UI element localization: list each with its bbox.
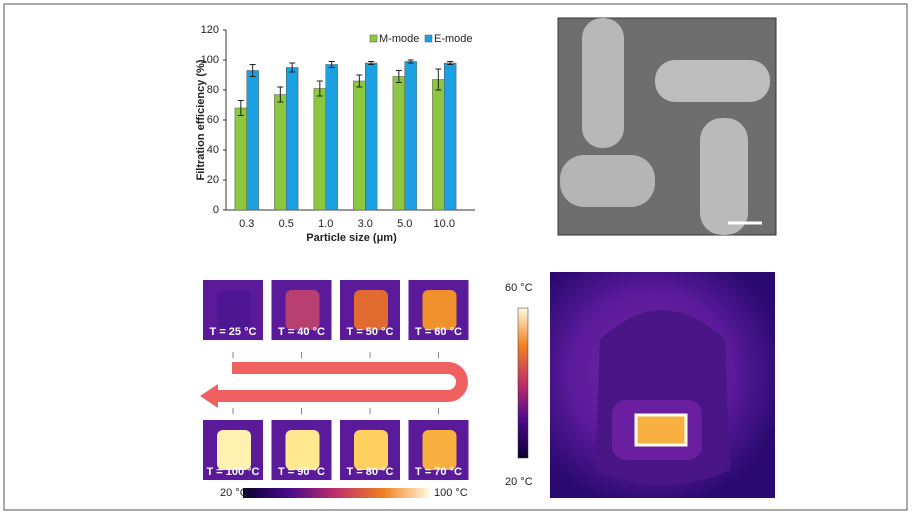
page: 20 °C 100 °C 60 °C 20 °C 020406080100120… — [0, 0, 912, 520]
face-colorbar — [518, 308, 528, 458]
thermal-sample — [354, 290, 388, 330]
y-tick-label: 80 — [207, 84, 219, 96]
thermal-sample — [423, 430, 457, 470]
bar — [393, 77, 405, 211]
y-tick-label: 40 — [207, 144, 219, 156]
thermal-sample — [286, 290, 320, 330]
sem-image — [558, 18, 776, 235]
y-axis-label: Filtration efficiency (%) — [195, 59, 207, 180]
x-tick-label: 1.0 — [318, 218, 333, 230]
thermal-sample — [354, 430, 388, 470]
thermal-sample — [423, 290, 457, 330]
thermal-label: T = 100 °C — [206, 466, 259, 478]
face-colorbar-max: 60 °C — [505, 282, 533, 294]
thermal-sample — [286, 430, 320, 470]
colorbar-max: 100 °C — [434, 487, 468, 499]
colorbar — [243, 488, 430, 498]
colorbar-min: 20 °C — [220, 487, 248, 499]
x-tick-label: 10.0 — [434, 218, 455, 230]
bar — [365, 63, 377, 210]
y-tick-label: 60 — [207, 114, 219, 126]
bar — [444, 63, 456, 210]
thermal-label: T = 40 °C — [278, 326, 325, 338]
legend-swatch — [370, 35, 377, 42]
thermal-label: T = 60 °C — [415, 326, 462, 338]
thermal-label: T = 70 °C — [415, 466, 462, 478]
x-tick-label: 3.0 — [358, 218, 373, 230]
x-axis-label: Particle size (μm) — [306, 232, 397, 244]
legend-label: E-mode — [434, 33, 473, 45]
bar — [314, 89, 326, 211]
thermal-label: T = 80 °C — [347, 466, 394, 478]
bar — [405, 62, 417, 211]
legend-label: M-mode — [379, 33, 419, 45]
thermal-sample — [217, 430, 251, 470]
bar — [432, 80, 444, 211]
thermal-label: T = 90 °C — [278, 466, 325, 478]
x-tick-label: 5.0 — [397, 218, 412, 230]
bar — [235, 108, 247, 210]
y-tick-label: 0 — [213, 204, 219, 216]
flow-arrow — [200, 368, 462, 408]
y-tick-label: 120 — [201, 24, 219, 36]
bar — [286, 68, 298, 211]
y-tick-label: 20 — [207, 174, 219, 186]
thermal-label: T = 25 °C — [210, 326, 257, 338]
x-tick-label: 0.3 — [239, 218, 254, 230]
bar — [326, 65, 338, 211]
bar — [353, 81, 365, 210]
heater — [636, 415, 686, 445]
bar — [274, 95, 286, 211]
legend-swatch — [425, 35, 432, 42]
bar — [247, 71, 259, 211]
thermal-sample — [217, 290, 251, 330]
figure: 20 °C 100 °C 60 °C 20 °C 020406080100120… — [0, 0, 912, 515]
thermal-label: T = 50 °C — [347, 326, 394, 338]
face-colorbar-min: 20 °C — [505, 476, 533, 488]
x-tick-label: 0.5 — [279, 218, 294, 230]
